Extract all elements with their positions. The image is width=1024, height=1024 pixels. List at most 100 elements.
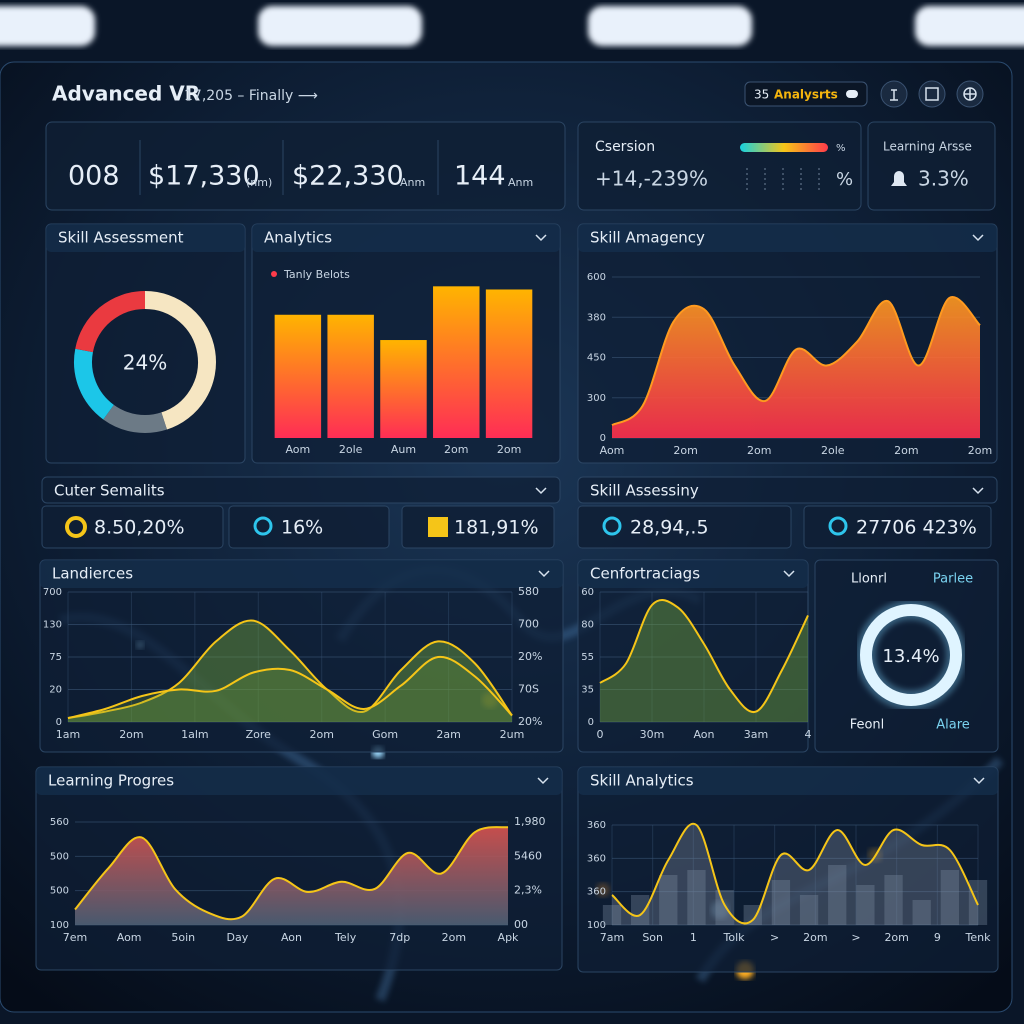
- chip-icon: [428, 517, 448, 537]
- panel-title: Learning Progres: [48, 772, 174, 790]
- series-area: [600, 600, 808, 722]
- x-tick-label: Day: [227, 931, 249, 944]
- y-tick-label: 380: [587, 312, 606, 323]
- app-title: Advanced VR: [52, 82, 200, 106]
- x-tick-label: Aon: [693, 728, 714, 741]
- panel-title: Cenfortraciags: [590, 565, 700, 583]
- bar: [485, 289, 533, 438]
- y-tick-label: 100: [587, 920, 606, 931]
- bg-bar: [912, 900, 931, 925]
- bar: [327, 314, 374, 438]
- y2-tick-label: 20%: [518, 715, 542, 728]
- y2-tick-label: 580: [518, 585, 539, 598]
- chip: [577, 505, 792, 549]
- chevron: [537, 777, 549, 785]
- x-tick-label: 2om: [442, 931, 466, 944]
- x-tick-label: 2ole: [821, 444, 845, 457]
- ring-corner-label: Llonrl: [851, 572, 887, 587]
- x-tick-label: 2om: [444, 443, 468, 456]
- chip-value: 181,91%: [454, 517, 539, 539]
- panel-header: [252, 224, 560, 252]
- x-tick-label: 3am: [744, 728, 768, 741]
- bg-bar: [687, 870, 706, 925]
- y-tick-label: 500: [50, 886, 69, 897]
- learning-label: Learning Arsse: [883, 140, 972, 154]
- x-tick-label: 2om: [673, 444, 697, 457]
- panel-title: Skill Analytics: [590, 772, 694, 790]
- bg-bar: [771, 880, 791, 925]
- bell-icon: [891, 171, 907, 186]
- panel-header: [46, 224, 245, 252]
- y-tick-label: 700: [43, 587, 62, 598]
- y-tick-label: 0: [56, 717, 62, 728]
- chip-icon: [602, 516, 622, 536]
- x-tick-label: Apk: [498, 931, 520, 944]
- bg-bar: [968, 880, 988, 925]
- badge-count: 35: [754, 88, 769, 102]
- kpi-dividers: [139, 140, 439, 195]
- panel: [39, 559, 564, 753]
- bar: [433, 286, 480, 438]
- panel: [814, 559, 999, 753]
- chip-value: 27706 423%: [856, 517, 977, 539]
- chip-icon: [253, 516, 273, 536]
- kpi-value: 008: [68, 161, 120, 192]
- chevron: [972, 487, 984, 495]
- learning-card: [867, 121, 996, 211]
- panel-header: [40, 560, 563, 588]
- chip-icon: [828, 516, 848, 536]
- bar: [380, 340, 427, 438]
- x-tick-label: 2am: [436, 728, 460, 741]
- donut-label: 24%: [123, 351, 167, 375]
- legend-label: Tanly Belots: [283, 268, 350, 281]
- series-line: [67, 655, 513, 720]
- panel-header: [578, 767, 998, 795]
- conversion-value: +14,-239%: [595, 167, 708, 191]
- chip-icon: [65, 516, 87, 538]
- chip: [401, 505, 555, 549]
- series-area: [75, 827, 508, 925]
- ring-corner-label: Feonl: [850, 718, 885, 733]
- badge-label: Analysrts: [774, 88, 838, 102]
- y-tick-label: 500: [50, 851, 69, 862]
- donut-segment: [144, 291, 216, 430]
- y-tick-label: 20: [49, 685, 62, 696]
- x-tick-label: 2om: [497, 443, 521, 456]
- x-tick-label: 2ole: [339, 443, 363, 456]
- x-tick-label: Aum: [391, 443, 416, 456]
- kpi-value: $22,330: [292, 161, 404, 192]
- panel-title: Skill Assessiny: [590, 482, 699, 500]
- bg-bar: [602, 905, 622, 925]
- panel-title: Analytics: [264, 229, 332, 247]
- bg-bar: [799, 895, 819, 925]
- badge[interactable]: [744, 81, 868, 107]
- y-tick-label: 35: [581, 685, 594, 696]
- panel-title: Cuter Semalits: [54, 482, 165, 500]
- kpi-unit: Anm: [400, 176, 425, 189]
- series-area: [612, 296, 980, 438]
- x-tick-label: 2um: [500, 728, 525, 741]
- bg-bar: [659, 875, 678, 925]
- conversion-bar-unit: %: [836, 143, 846, 154]
- chip-value: 16%: [281, 517, 323, 539]
- x-tick-label: Tenk: [965, 931, 992, 944]
- series-line: [67, 619, 513, 720]
- x-tick-label: 1: [690, 931, 697, 944]
- y2-tick-label: 700: [518, 618, 539, 631]
- x-tick-label: 7dp: [389, 931, 410, 944]
- panel-title: Skill Assessment: [58, 229, 184, 247]
- y-tick-label: 55: [581, 652, 594, 663]
- ring: [860, 604, 962, 706]
- chevron: [538, 570, 550, 578]
- y-tick-label: 0: [600, 433, 606, 444]
- x-tick-label: 2om: [884, 931, 908, 944]
- series-line: [599, 599, 809, 714]
- bg-bar: [715, 890, 734, 925]
- badge-toggle: [846, 90, 858, 98]
- panel-header: [36, 767, 562, 795]
- bg-bar: [828, 865, 847, 925]
- chevron: [535, 234, 547, 242]
- x-tick-label: Tolk: [722, 931, 745, 944]
- x-tick-label: Aon: [281, 931, 302, 944]
- x-tick-label: Aom: [117, 931, 142, 944]
